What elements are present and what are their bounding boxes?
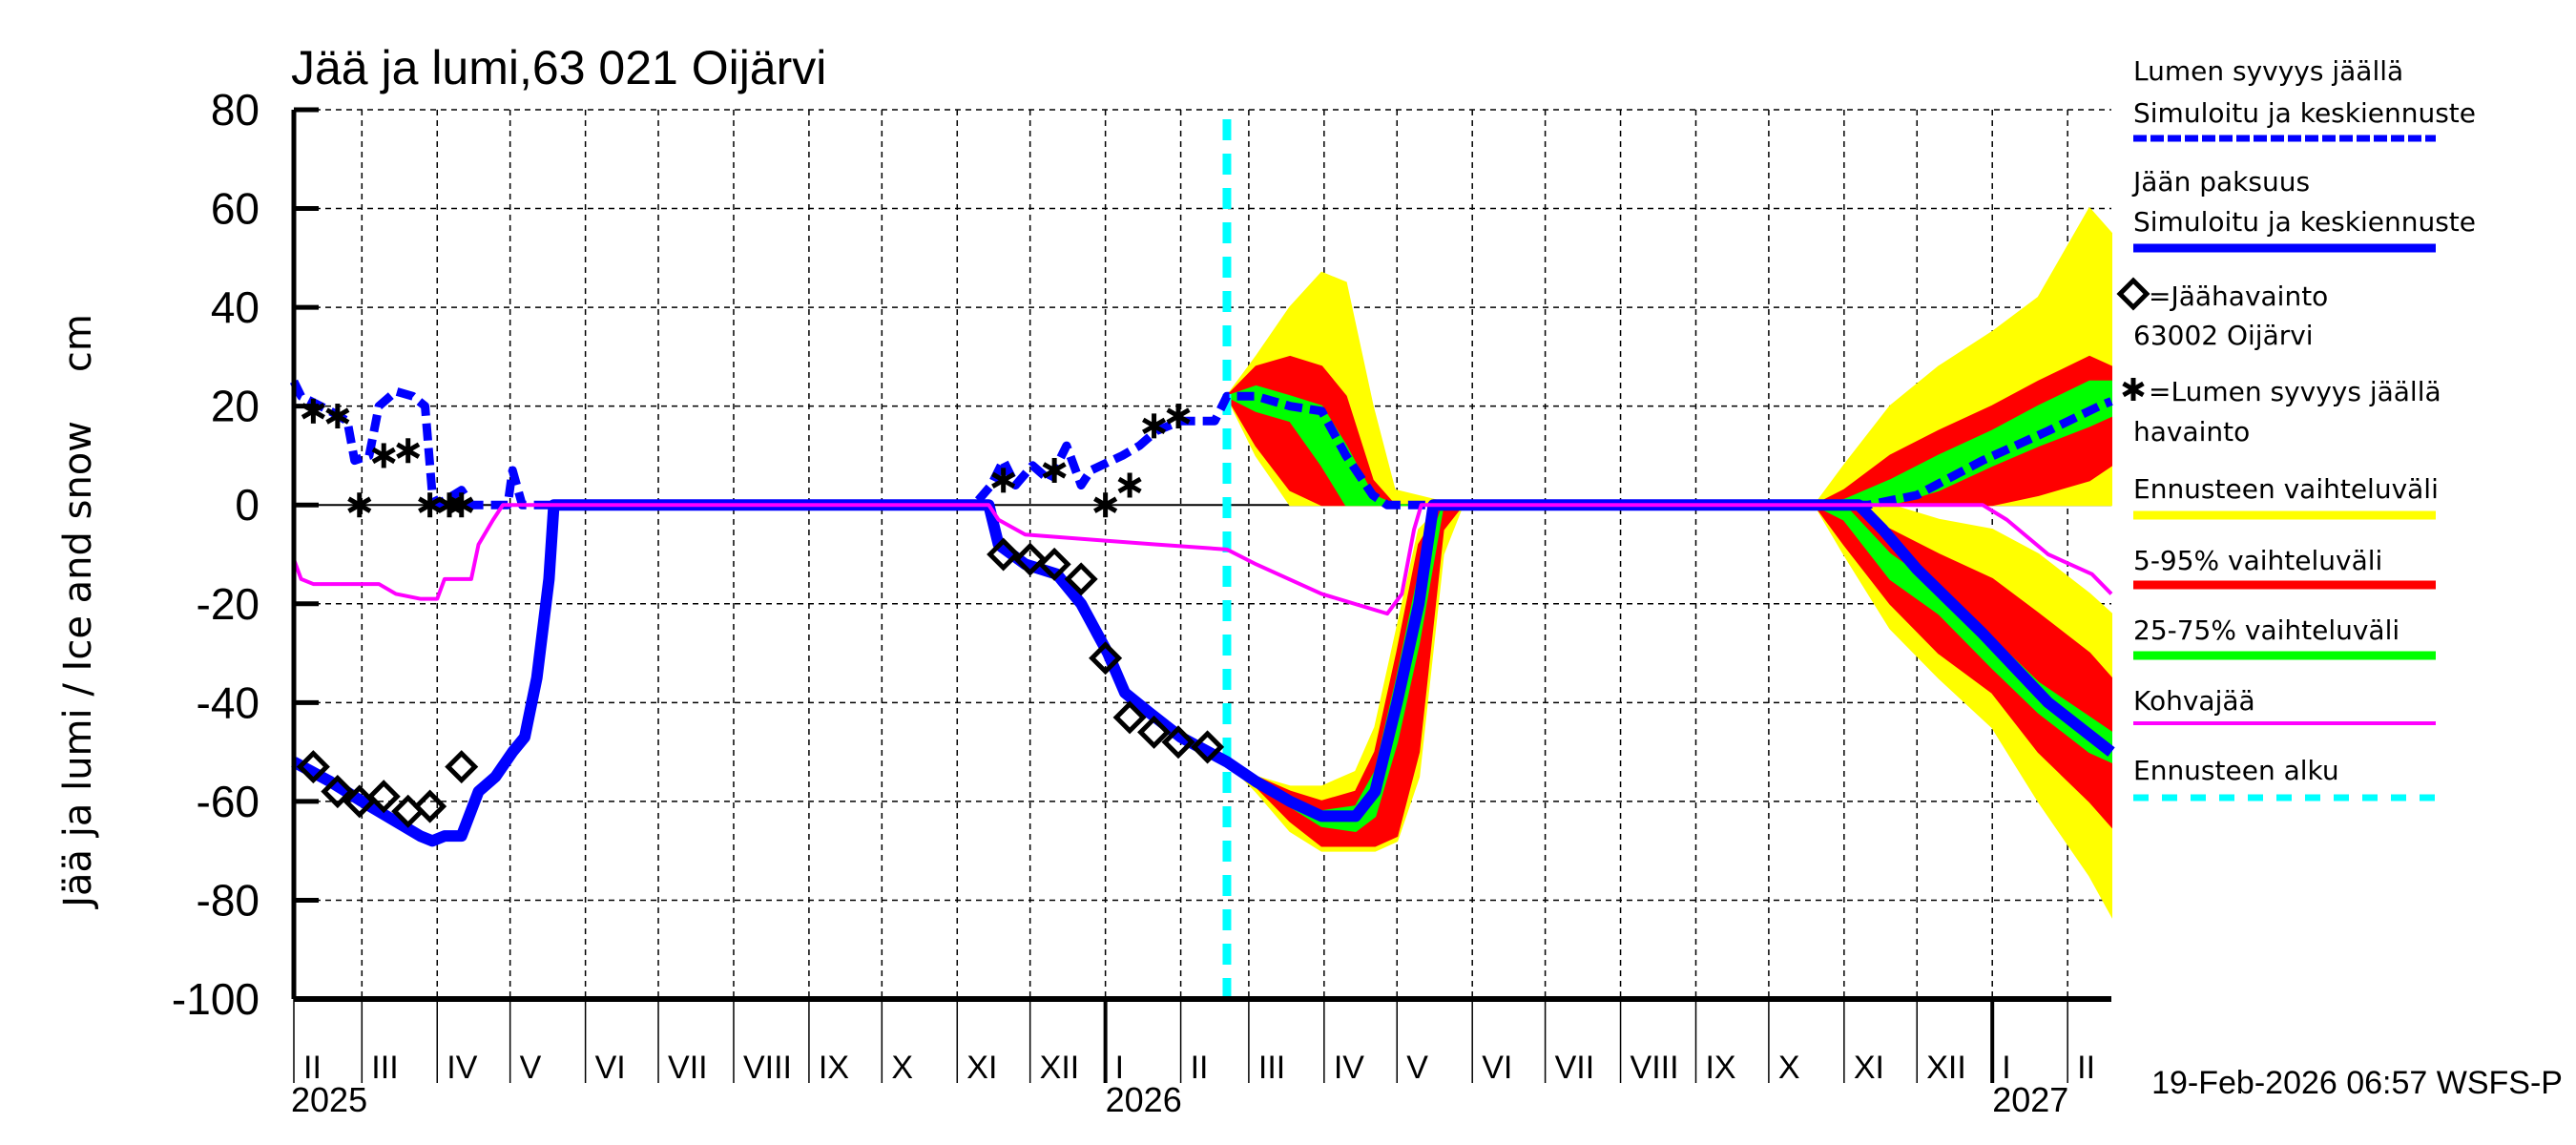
snow-observation-marker xyxy=(347,492,372,518)
series-lines xyxy=(289,119,2115,999)
y-tick-label: -20 xyxy=(197,579,260,629)
y-tick-label: -60 xyxy=(197,777,260,826)
snow-observation-marker xyxy=(1042,457,1067,483)
grid xyxy=(294,109,2111,1000)
ice-observation-marker xyxy=(1137,715,1172,749)
month-label: VII xyxy=(668,1050,708,1086)
ice-observation-marker xyxy=(413,789,447,823)
month-label: XI xyxy=(966,1050,997,1086)
y-tick-label: 60 xyxy=(211,184,260,234)
ice-observation-marker xyxy=(321,774,355,809)
month-label: VIII xyxy=(743,1050,792,1086)
y-tick-label: -80 xyxy=(197,875,260,925)
year-label: 2025 xyxy=(291,1080,367,1119)
month-label: V xyxy=(1406,1050,1428,1086)
snow-observation-marker xyxy=(449,492,474,518)
legend-text: Ennusteen alku xyxy=(2133,755,2339,786)
legend-text: Simuloitu ja keskiennuste xyxy=(2133,206,2476,238)
snow-observation-marker xyxy=(325,404,350,429)
legend-text: havainto xyxy=(2133,416,2250,448)
y-tick-label: 20 xyxy=(211,382,260,431)
ice-observation-marker xyxy=(1191,730,1225,764)
snow-observation-marker xyxy=(396,438,421,464)
snow-observation-marker xyxy=(1142,413,1167,439)
month-label: XII xyxy=(1926,1050,1966,1086)
month-label: VII xyxy=(1555,1050,1595,1086)
month-label: X xyxy=(1778,1050,1800,1086)
month-label: III xyxy=(371,1050,398,1086)
y-tick-label: -100 xyxy=(172,974,260,1024)
month-label: IX xyxy=(1705,1050,1735,1086)
month-label: II xyxy=(303,1050,322,1086)
snow-observation-marker xyxy=(1117,472,1142,498)
y-tick-label: 40 xyxy=(211,282,260,332)
snow-observation-marker xyxy=(371,443,396,468)
kohva-line xyxy=(292,503,2113,616)
legend-text: Jään paksuus xyxy=(2131,166,2310,198)
month-label: V xyxy=(520,1050,542,1086)
chart-title: Jää ja lumi,63 021 Oijärvi xyxy=(291,41,826,94)
ice-observation-marker xyxy=(1064,562,1098,596)
year-label: 2027 xyxy=(1992,1080,2068,1119)
legend-ice-obs-diamond-icon xyxy=(2116,277,2150,311)
legend-text: Kohvajää xyxy=(2133,685,2255,717)
observation-markers xyxy=(296,398,1225,828)
month-label: IX xyxy=(819,1050,849,1086)
legend-text: =Lumen syvyys jäällä xyxy=(2149,376,2441,407)
legend-text: Simuloitu ja keskiennuste xyxy=(2133,97,2476,129)
snow_sim-line xyxy=(289,379,2113,510)
ice-observation-marker xyxy=(296,750,330,784)
month-label: II xyxy=(2077,1050,2095,1086)
legend-text: Lumen syvyys jäällä xyxy=(2133,55,2403,87)
ice-observation-marker xyxy=(1089,641,1123,676)
month-label: XII xyxy=(1040,1050,1080,1086)
snow-observation-marker xyxy=(418,492,443,518)
month-label: I xyxy=(1115,1050,1124,1086)
month-label: XI xyxy=(1854,1050,1884,1086)
snow-observation-marker xyxy=(991,468,1016,493)
ice-observation-marker xyxy=(1013,542,1048,576)
ice-observation-marker xyxy=(1161,725,1195,760)
year-label: 2026 xyxy=(1106,1080,1182,1119)
y-tick-label: 0 xyxy=(235,480,260,530)
month-label: I xyxy=(2002,1050,2010,1086)
month-label: X xyxy=(891,1050,913,1086)
y-axis-label: Jää ja lumi / Ice and snow cm xyxy=(56,314,100,910)
ice-observation-marker xyxy=(1112,700,1147,735)
y-tick-label: -40 xyxy=(197,677,260,727)
month-label: II xyxy=(1191,1050,1209,1086)
snow-observation-marker xyxy=(1093,492,1118,518)
month-label: VI xyxy=(1482,1050,1512,1086)
ice-observation-marker xyxy=(1037,547,1071,581)
legend-text: =Jäähavainto xyxy=(2149,281,2328,312)
legend-snow-obs-asterisk-icon xyxy=(2122,378,2145,401)
timestamp: 19-Feb-2026 06:57 WSFS-P xyxy=(2151,1065,2563,1101)
legend-text: 25-75% vaihteluväli xyxy=(2133,614,2399,646)
y-tick-label: 80 xyxy=(211,85,260,135)
legend-text: 63002 Oijärvi xyxy=(2133,320,2314,351)
ice-observation-marker xyxy=(445,750,479,784)
ice-observation-marker xyxy=(987,537,1021,572)
month-label: VIII xyxy=(1631,1050,1679,1086)
month-label: VI xyxy=(595,1050,626,1086)
snow-observation-marker xyxy=(1166,404,1191,429)
legend-text: 5-95% vaihteluväli xyxy=(2133,545,2382,576)
month-label: III xyxy=(1258,1050,1285,1086)
legend-text: Ennusteen vaihteluväli xyxy=(2133,473,2439,505)
legend: Lumen syvyys jäällä Simuloitu ja keskienn… xyxy=(2116,55,2476,802)
month-label: IV xyxy=(1334,1050,1364,1086)
ice_sim-line xyxy=(291,499,2115,847)
ice-observation-marker xyxy=(366,780,401,814)
month-label: IV xyxy=(447,1050,477,1086)
